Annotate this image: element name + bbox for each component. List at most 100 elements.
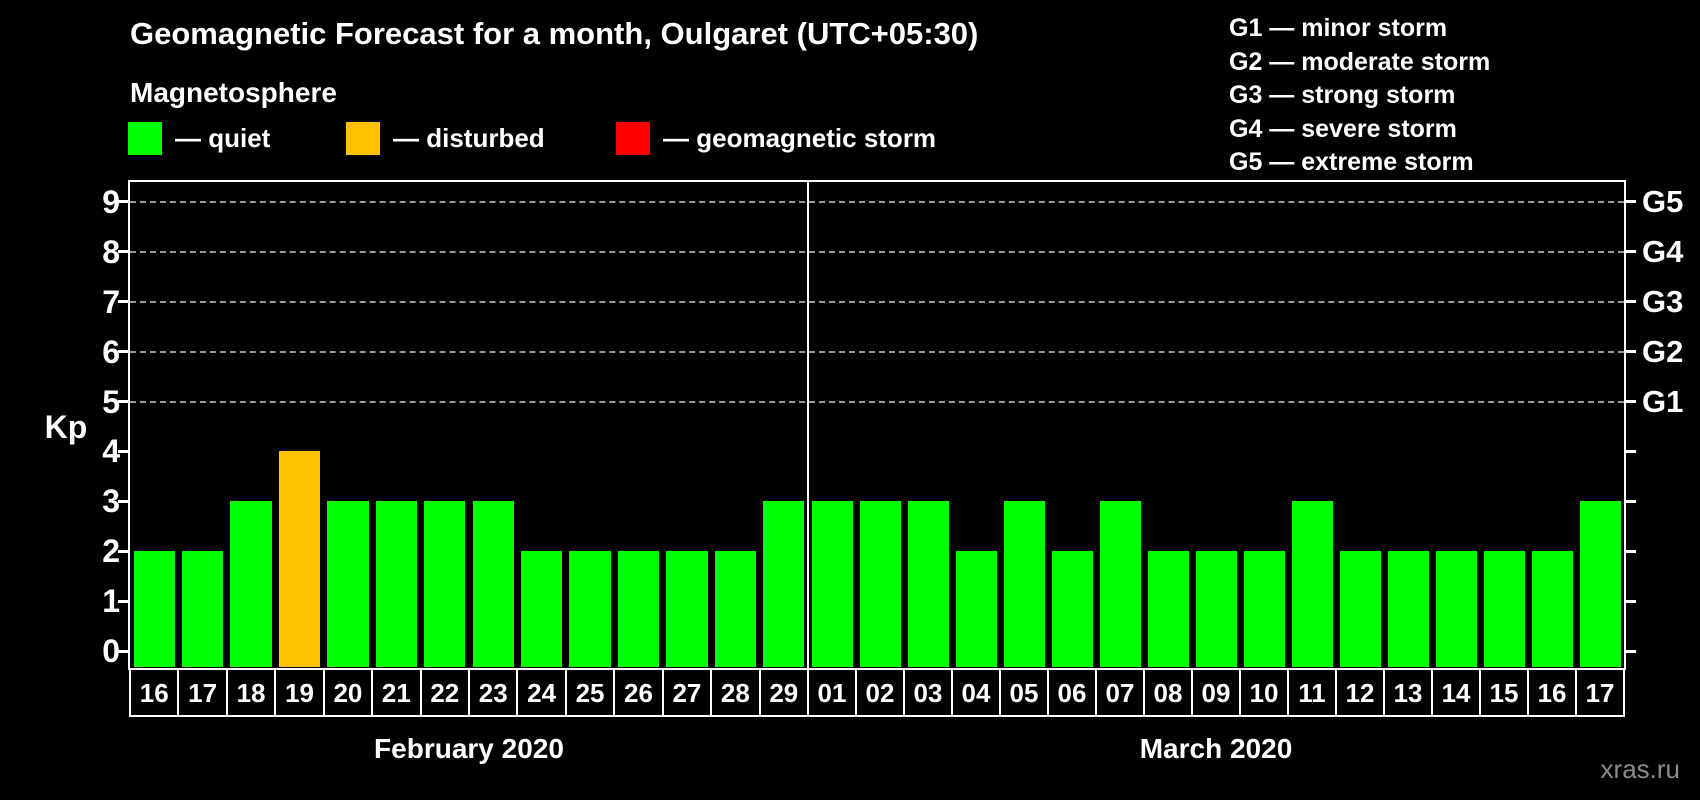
kp-tick-label: 2 (102, 533, 120, 570)
g-legend-line: G4 — severe storm (1229, 114, 1457, 143)
kp-tick-right (1624, 499, 1636, 503)
bar-day-07 (1099, 501, 1141, 667)
bar-day-18 (230, 501, 272, 667)
kp-tick-right (1624, 549, 1636, 553)
date-cell-27: 27 (661, 668, 713, 717)
legend-swatch-quiet (128, 121, 162, 155)
legend-item-storm: — geomagnetic storm (616, 120, 936, 156)
bar-day-20 (327, 501, 369, 667)
g-axis-label-g5: G5 (1642, 183, 1684, 219)
magnetosphere-subtitle: Magnetosphere (130, 77, 337, 108)
bar-day-26 (617, 551, 660, 667)
kp-tick-left (118, 599, 130, 603)
page-title: Geomagnetic Forecast for a month, Oulgar… (130, 16, 979, 51)
date-cell-08: 08 (1143, 668, 1193, 717)
bar-day-12 (1339, 551, 1381, 667)
date-cell-17: 17 (1575, 668, 1625, 717)
kp-tick-left (118, 449, 130, 453)
legend-item-quiet: — quiet (128, 120, 270, 156)
bar-day-02 (859, 501, 901, 667)
bar-day-19 (278, 451, 321, 667)
legend-item-disturbed: — disturbed (346, 120, 545, 156)
bar-day-09 (1195, 551, 1237, 667)
gridline-kp8 (130, 250, 1624, 253)
kp-tick-right (1624, 200, 1636, 204)
g-axis-label-g4: G4 (1642, 233, 1684, 269)
bar-day-25 (569, 551, 611, 667)
kp-tick-right (1624, 449, 1636, 453)
bar-day-03 (907, 501, 949, 667)
date-cell-26: 26 (613, 668, 664, 717)
date-cell-22: 22 (419, 668, 470, 717)
date-cell-18: 18 (225, 668, 277, 717)
date-cell-17: 17 (177, 668, 228, 717)
legend-label: — geomagnetic storm (663, 122, 937, 153)
kp-tick-label: 0 (102, 633, 120, 669)
bar-day-05 (1003, 501, 1045, 667)
date-cell-05: 05 (999, 668, 1049, 717)
kp-tick-label: 4 (102, 433, 120, 470)
bar-day-23 (472, 501, 514, 667)
legend-label: — disturbed (393, 122, 545, 153)
bar-day-10 (1243, 551, 1285, 667)
bar-day-22 (424, 501, 466, 667)
watermark: xras.ru (1600, 754, 1680, 784)
month-label: February 2020 (374, 733, 564, 764)
kp-tick-label: 5 (102, 383, 120, 420)
gridline-kp5 (130, 400, 1624, 403)
g-legend-line: G1 — minor storm (1229, 14, 1448, 42)
bar-day-15 (1483, 551, 1525, 667)
g-axis-label-g2: G2 (1642, 333, 1684, 369)
date-cell-13: 13 (1383, 668, 1433, 717)
kp-tick-label: 8 (102, 233, 120, 270)
kp-tick-label: 3 (102, 483, 120, 520)
kp-tick-label: 9 (102, 183, 120, 220)
kp-tick-left (118, 200, 130, 204)
date-cell-16: 16 (129, 668, 180, 717)
kp-tick-left (118, 300, 130, 304)
kp-tick-left (118, 250, 130, 254)
legend-swatch-disturbed (346, 121, 380, 155)
bar-day-14 (1435, 551, 1477, 667)
date-cell-21: 21 (371, 668, 422, 717)
legend-label: — quiet (175, 122, 271, 153)
bar-day-06 (1051, 551, 1093, 667)
kp-tick-left (118, 549, 130, 553)
kp-tick-left (118, 350, 130, 354)
date-cell-01: 01 (807, 668, 857, 717)
gridline-kp9 (130, 200, 1624, 203)
bar-day-29 (763, 501, 805, 667)
legend-swatch-storm (616, 121, 650, 155)
kp-axis-title: Kp (44, 409, 88, 445)
bar-day-13 (1387, 551, 1429, 667)
g-scale-legend: G1 — minor storm G2 — moderate storm G3 — … (1229, 12, 1490, 180)
gridline-kp7 (130, 300, 1624, 303)
date-cell-28: 28 (710, 668, 761, 717)
date-cell-07: 07 (1095, 668, 1145, 717)
bar-day-24 (520, 551, 563, 667)
kp-tick-left (118, 499, 130, 503)
bar-day-01 (811, 501, 853, 667)
date-cell-24: 24 (516, 668, 567, 717)
kp-tick-right (1624, 599, 1636, 603)
bar-day-08 (1147, 551, 1189, 667)
bar-day-04 (955, 551, 997, 667)
kp-tick-right (1624, 350, 1636, 354)
date-cell-06: 06 (1047, 668, 1097, 717)
date-cell-25: 25 (564, 668, 616, 717)
kp-tick-label: 6 (102, 333, 120, 370)
kp-tick-label: 1 (102, 583, 120, 620)
g-axis-label-g1: G1 (1642, 383, 1684, 419)
date-cell-14: 14 (1431, 668, 1481, 717)
date-cell-09: 09 (1191, 668, 1241, 717)
kp-tick-left (118, 400, 130, 403)
g-legend-line: G2 — moderate storm (1229, 47, 1491, 76)
kp-tick-right (1624, 649, 1636, 653)
kp-tick-right (1624, 300, 1636, 304)
g-axis-label-g3: G3 (1642, 283, 1684, 319)
date-cell-04: 04 (951, 668, 1001, 717)
month-label: March 2020 (1139, 733, 1293, 764)
date-cell-29: 29 (758, 668, 809, 717)
bar-day-27 (666, 551, 708, 667)
date-cell-16: 16 (1527, 668, 1577, 717)
